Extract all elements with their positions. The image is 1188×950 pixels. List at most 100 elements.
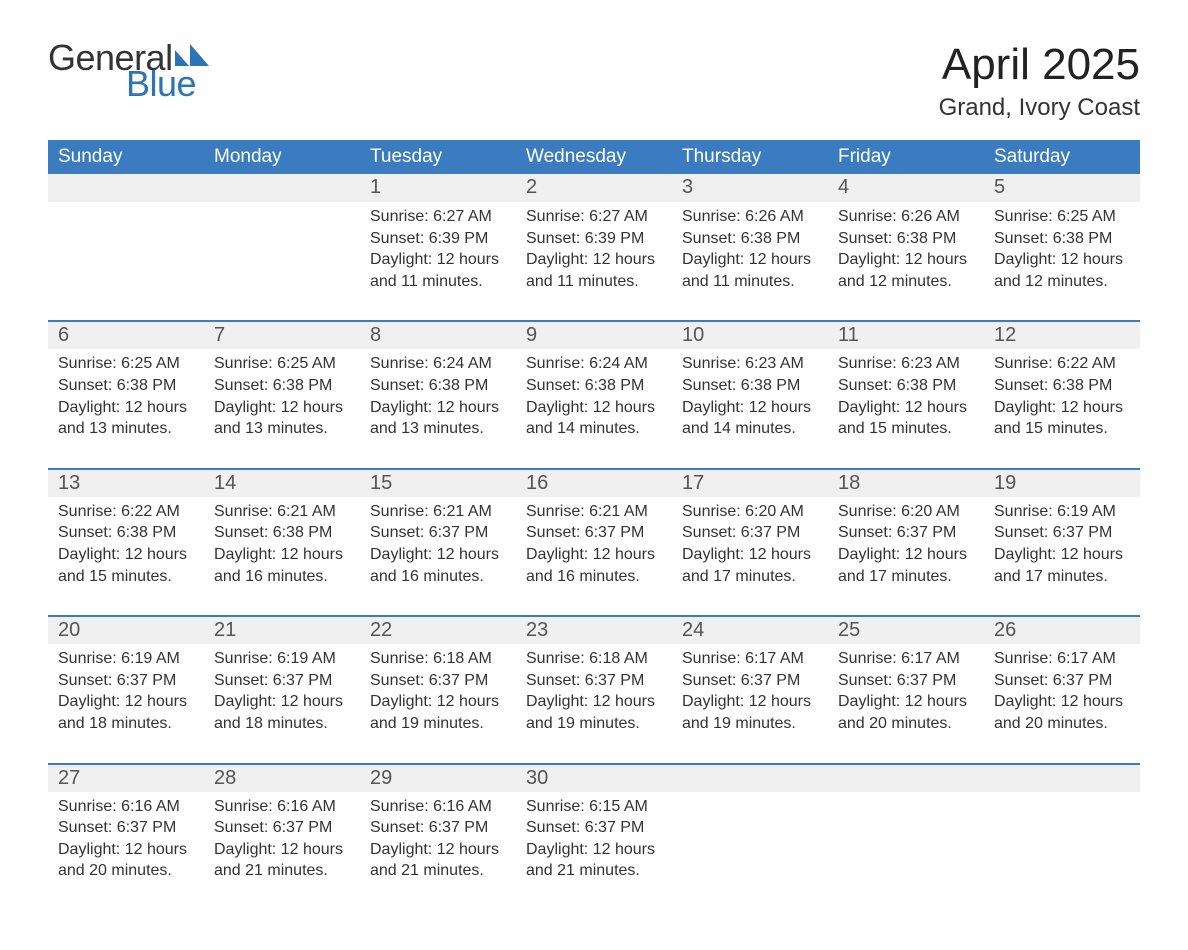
sunrise-line: Sunrise: 6:23 AM	[838, 353, 974, 375]
day-detail-cell: Sunrise: 6:24 AMSunset: 6:38 PMDaylight:…	[516, 349, 672, 468]
day-detail-row: Sunrise: 6:19 AMSunset: 6:37 PMDaylight:…	[48, 644, 1140, 763]
sunrise-line: Sunrise: 6:26 AM	[682, 206, 818, 228]
sunrise-line: Sunrise: 6:17 AM	[682, 648, 818, 670]
brand-text-blue: Blue	[126, 66, 209, 102]
day-detail-cell: Sunrise: 6:21 AMSunset: 6:38 PMDaylight:…	[204, 497, 360, 616]
day-number-row: 13141516171819	[48, 469, 1140, 497]
day-detail-cell: Sunrise: 6:27 AMSunset: 6:39 PMDaylight:…	[360, 202, 516, 321]
day-number-cell: 6	[48, 321, 204, 349]
weekday-header: Friday	[828, 140, 984, 174]
day-detail-cell: Sunrise: 6:19 AMSunset: 6:37 PMDaylight:…	[984, 497, 1140, 616]
sunset-line: Sunset: 6:37 PM	[994, 522, 1130, 544]
day-number-cell: 2	[516, 174, 672, 202]
day-detail-cell: Sunrise: 6:24 AMSunset: 6:38 PMDaylight:…	[360, 349, 516, 468]
day-detail-cell: Sunrise: 6:21 AMSunset: 6:37 PMDaylight:…	[360, 497, 516, 616]
daylight-line: Daylight: 12 hours and 20 minutes.	[994, 691, 1130, 734]
sunset-line: Sunset: 6:37 PM	[370, 670, 506, 692]
sunrise-line: Sunrise: 6:26 AM	[838, 206, 974, 228]
day-detail-cell: Sunrise: 6:16 AMSunset: 6:37 PMDaylight:…	[204, 792, 360, 910]
day-detail-cell	[672, 792, 828, 910]
weekday-header: Tuesday	[360, 140, 516, 174]
sunrise-line: Sunrise: 6:22 AM	[58, 501, 194, 523]
daylight-line: Daylight: 12 hours and 15 minutes.	[838, 397, 974, 440]
daylight-line: Daylight: 12 hours and 20 minutes.	[838, 691, 974, 734]
sunrise-line: Sunrise: 6:18 AM	[370, 648, 506, 670]
daylight-line: Daylight: 12 hours and 17 minutes.	[682, 544, 818, 587]
sunset-line: Sunset: 6:38 PM	[526, 375, 662, 397]
daylight-line: Daylight: 12 hours and 11 minutes.	[370, 249, 506, 292]
day-detail-cell: Sunrise: 6:20 AMSunset: 6:37 PMDaylight:…	[828, 497, 984, 616]
daylight-line: Daylight: 12 hours and 14 minutes.	[682, 397, 818, 440]
day-detail-cell	[48, 202, 204, 321]
daylight-line: Daylight: 12 hours and 13 minutes.	[58, 397, 194, 440]
day-number-cell: 23	[516, 616, 672, 644]
sunrise-line: Sunrise: 6:20 AM	[682, 501, 818, 523]
sunset-line: Sunset: 6:38 PM	[838, 228, 974, 250]
sunrise-line: Sunrise: 6:23 AM	[682, 353, 818, 375]
day-number-cell: 7	[204, 321, 360, 349]
daylight-line: Daylight: 12 hours and 18 minutes.	[214, 691, 350, 734]
day-number-cell: 18	[828, 469, 984, 497]
sunrise-line: Sunrise: 6:17 AM	[994, 648, 1130, 670]
sunset-line: Sunset: 6:37 PM	[370, 522, 506, 544]
sunset-line: Sunset: 6:37 PM	[682, 670, 818, 692]
day-number-cell: 11	[828, 321, 984, 349]
day-number-cell: 25	[828, 616, 984, 644]
day-number-cell: 8	[360, 321, 516, 349]
weekday-header: Wednesday	[516, 140, 672, 174]
sunrise-line: Sunrise: 6:21 AM	[370, 501, 506, 523]
daylight-line: Daylight: 12 hours and 18 minutes.	[58, 691, 194, 734]
sunrise-line: Sunrise: 6:25 AM	[994, 206, 1130, 228]
weekday-header: Monday	[204, 140, 360, 174]
day-detail-row: Sunrise: 6:27 AMSunset: 6:39 PMDaylight:…	[48, 202, 1140, 321]
sunrise-line: Sunrise: 6:21 AM	[526, 501, 662, 523]
daylight-line: Daylight: 12 hours and 12 minutes.	[994, 249, 1130, 292]
sunrise-line: Sunrise: 6:19 AM	[994, 501, 1130, 523]
sunset-line: Sunset: 6:38 PM	[838, 375, 974, 397]
day-number-cell: 28	[204, 764, 360, 792]
day-number-cell: 30	[516, 764, 672, 792]
day-detail-row: Sunrise: 6:25 AMSunset: 6:38 PMDaylight:…	[48, 349, 1140, 468]
day-number-cell: 13	[48, 469, 204, 497]
sunset-line: Sunset: 6:38 PM	[370, 375, 506, 397]
sunset-line: Sunset: 6:38 PM	[994, 375, 1130, 397]
daylight-line: Daylight: 12 hours and 11 minutes.	[526, 249, 662, 292]
sunrise-line: Sunrise: 6:25 AM	[214, 353, 350, 375]
daylight-line: Daylight: 12 hours and 21 minutes.	[526, 839, 662, 882]
day-detail-cell: Sunrise: 6:17 AMSunset: 6:37 PMDaylight:…	[672, 644, 828, 763]
weekday-header: Thursday	[672, 140, 828, 174]
sunset-line: Sunset: 6:38 PM	[682, 375, 818, 397]
sunset-line: Sunset: 6:37 PM	[526, 522, 662, 544]
day-number-cell	[984, 764, 1140, 792]
sunrise-line: Sunrise: 6:16 AM	[214, 796, 350, 818]
day-detail-cell	[828, 792, 984, 910]
day-detail-cell: Sunrise: 6:16 AMSunset: 6:37 PMDaylight:…	[48, 792, 204, 910]
day-detail-cell: Sunrise: 6:17 AMSunset: 6:37 PMDaylight:…	[984, 644, 1140, 763]
sunset-line: Sunset: 6:39 PM	[526, 228, 662, 250]
sunrise-line: Sunrise: 6:24 AM	[526, 353, 662, 375]
daylight-line: Daylight: 12 hours and 13 minutes.	[214, 397, 350, 440]
day-number-cell: 12	[984, 321, 1140, 349]
day-number-cell: 15	[360, 469, 516, 497]
daylight-line: Daylight: 12 hours and 11 minutes.	[682, 249, 818, 292]
day-detail-row: Sunrise: 6:22 AMSunset: 6:38 PMDaylight:…	[48, 497, 1140, 616]
day-number-cell: 21	[204, 616, 360, 644]
day-number-cell: 16	[516, 469, 672, 497]
sunset-line: Sunset: 6:37 PM	[838, 522, 974, 544]
sunrise-line: Sunrise: 6:16 AM	[370, 796, 506, 818]
sunrise-line: Sunrise: 6:19 AM	[58, 648, 194, 670]
sunrise-line: Sunrise: 6:27 AM	[370, 206, 506, 228]
day-detail-cell: Sunrise: 6:18 AMSunset: 6:37 PMDaylight:…	[516, 644, 672, 763]
day-number-row: 27282930	[48, 764, 1140, 792]
day-number-cell	[828, 764, 984, 792]
daylight-line: Daylight: 12 hours and 15 minutes.	[994, 397, 1130, 440]
day-detail-cell: Sunrise: 6:20 AMSunset: 6:37 PMDaylight:…	[672, 497, 828, 616]
day-detail-cell: Sunrise: 6:19 AMSunset: 6:37 PMDaylight:…	[48, 644, 204, 763]
sunrise-line: Sunrise: 6:15 AM	[526, 796, 662, 818]
daylight-line: Daylight: 12 hours and 19 minutes.	[682, 691, 818, 734]
daylight-line: Daylight: 12 hours and 14 minutes.	[526, 397, 662, 440]
sunrise-line: Sunrise: 6:20 AM	[838, 501, 974, 523]
day-number-cell: 29	[360, 764, 516, 792]
day-detail-cell: Sunrise: 6:19 AMSunset: 6:37 PMDaylight:…	[204, 644, 360, 763]
day-number-row: 20212223242526	[48, 616, 1140, 644]
